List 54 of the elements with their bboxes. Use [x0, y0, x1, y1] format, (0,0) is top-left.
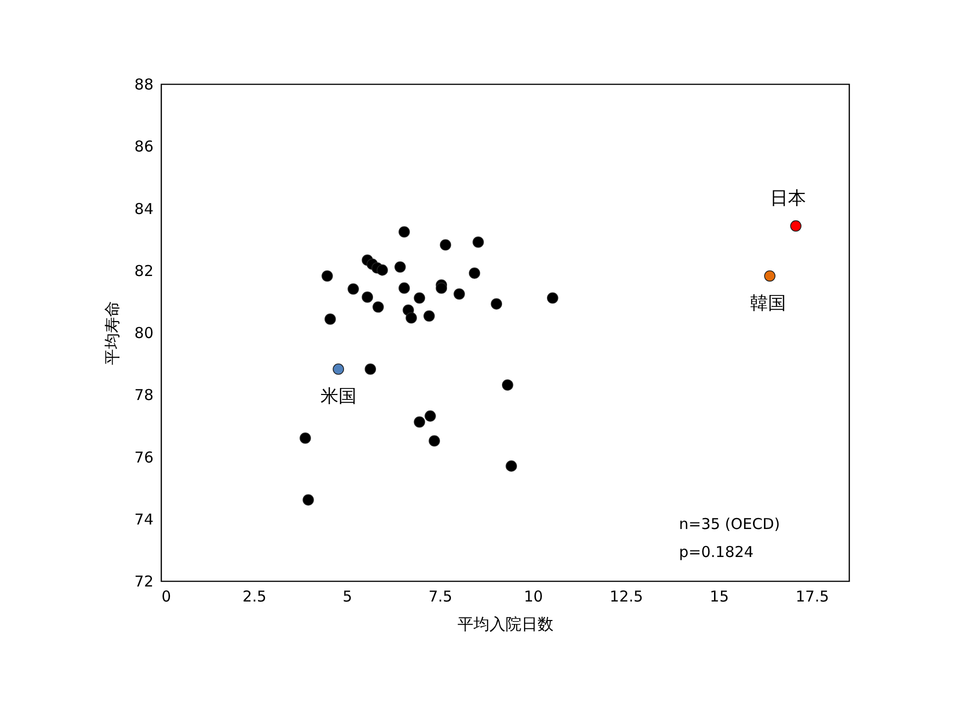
point [394, 261, 406, 273]
point [414, 416, 426, 428]
x-tick-label: 7.5 [428, 588, 452, 606]
point [546, 292, 558, 304]
point [440, 239, 452, 251]
point [406, 312, 417, 324]
point [322, 270, 333, 282]
point [362, 291, 374, 303]
point [436, 282, 448, 294]
y-tick-label: 74 [134, 510, 154, 528]
x-tick-label: 5 [342, 588, 352, 606]
point [502, 379, 514, 391]
point [364, 364, 376, 375]
point [423, 310, 435, 322]
annotation: n=35 (OECD) [679, 515, 780, 533]
point [790, 220, 802, 232]
point [376, 264, 388, 276]
point [302, 494, 314, 506]
y-tick-label: 72 [134, 572, 154, 590]
point [324, 314, 336, 325]
x-tick-label: 17.5 [796, 588, 830, 606]
x-axis-title: 平均入院日数 [458, 614, 554, 634]
x-tick-label: 0 [162, 588, 172, 606]
y-tick-label: 76 [134, 448, 154, 466]
point [424, 410, 436, 422]
annotation: p=0.1824 [679, 543, 754, 561]
y-tick-label: 82 [134, 262, 154, 280]
point [300, 432, 311, 444]
point [764, 270, 776, 282]
x-tick-label: 12.5 [610, 588, 644, 606]
point [414, 292, 426, 304]
point [348, 283, 359, 295]
series-label: 米国 [320, 386, 356, 408]
y-tick-label: 80 [134, 324, 154, 342]
point [490, 298, 502, 310]
series-label: 韓国 [750, 292, 786, 314]
x-tick-label: 2.5 [242, 588, 266, 606]
x-tick-label: 15 [710, 588, 729, 606]
point [428, 435, 440, 447]
point [472, 236, 484, 248]
point [398, 282, 410, 294]
point [332, 364, 344, 375]
y-tick-label: 86 [134, 138, 154, 156]
x-tick-label: 10 [524, 588, 543, 606]
y-tick-label: 84 [134, 200, 154, 218]
y-tick-label: 88 [134, 76, 154, 94]
point [398, 226, 410, 238]
series-label: 日本 [770, 188, 806, 209]
point [468, 268, 480, 279]
point [454, 288, 465, 300]
point [506, 460, 517, 472]
point [372, 301, 384, 313]
y-tick-label: 78 [134, 386, 154, 404]
y-axis-title: 平均寿命 [102, 301, 122, 365]
